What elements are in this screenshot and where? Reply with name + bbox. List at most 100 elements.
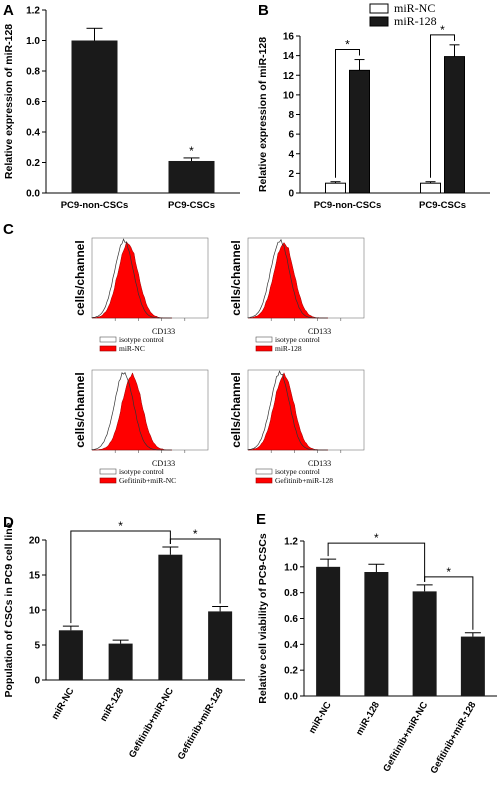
chart-a-category-label: PC9-non-CSCs <box>61 200 129 211</box>
flow-1-legend-swatch-isotype <box>255 336 273 343</box>
chart-b-bar-mir-128 <box>444 56 465 194</box>
chart-e: 0.0 0.2 0.4 0.6 0.8 1.0 1.2 Relative cell viabi… <box>257 531 497 776</box>
chart-e-significance-bracket <box>327 542 426 582</box>
panel-label-d: D <box>3 514 14 531</box>
chart-b-y-tick-label: 6 <box>288 130 294 141</box>
flow-0-legend-label: miR-NC <box>119 344 145 353</box>
flow-1-legend-label: miR-128 <box>275 344 302 353</box>
chart-a-category-label: PC9-CSCs <box>168 200 215 211</box>
flow-3-x-label: CD133 <box>308 459 331 468</box>
chart-d-significance-bracket <box>70 530 171 624</box>
chart-b-significance-star: * <box>345 38 350 52</box>
chart-d-bar <box>158 554 183 680</box>
chart-e-y-tick-label: 0.8 <box>284 588 298 599</box>
chart-e-y-tick-label: 0.2 <box>284 666 298 677</box>
flow-2-legend-label: isotype control <box>119 467 164 476</box>
chart-a-y-tick-label: 0.8 <box>26 67 40 78</box>
panel-label-b: B <box>258 2 269 19</box>
chart-e-bar <box>364 572 389 696</box>
chart-d-significance-star: * <box>193 527 198 541</box>
chart-e-y-tick-label: 1.2 <box>284 537 298 548</box>
flow-0-isotype-histogram <box>91 238 172 319</box>
chart-d-y-tick-label: 15 <box>29 571 41 582</box>
chart-a-significance-star: * <box>189 144 194 158</box>
chart-b-bar-mir-128 <box>349 69 370 194</box>
chart-b-significance-bracket <box>430 34 455 178</box>
chart-a-bar <box>168 160 215 193</box>
chart-d-bar <box>108 643 133 680</box>
flow-1-sample-histogram <box>247 242 328 319</box>
chart-e-y-tick-label: 0.0 <box>284 692 298 703</box>
chart-b-legend-label: miR-NC <box>394 1 435 15</box>
flow-0-legend-swatch-isotype <box>99 336 117 343</box>
chart-d-significance-star: * <box>118 519 123 533</box>
flow-0-sample-histogram <box>91 241 172 319</box>
flow-3-isotype-histogram <box>247 370 328 451</box>
chart-d-category-label: miR-128 <box>98 686 126 724</box>
flow-0-x-label: CD133 <box>152 327 175 336</box>
flow-1-y-label: cells/channel <box>229 240 243 315</box>
chart-b-category-label: PC9-non-CSCs <box>314 200 382 211</box>
chart-b-y-tick-label: 4 <box>288 149 294 160</box>
chart-e-bar <box>412 591 437 696</box>
chart-a-bar <box>71 40 118 193</box>
flow-1-legend-label: isotype control <box>275 335 320 344</box>
flow-3-legend-swatch-isotype <box>255 468 273 475</box>
chart-b-significance-star: * <box>440 23 445 37</box>
chart-e-significance-star: * <box>446 565 451 579</box>
chart-d-bar <box>208 611 233 680</box>
flow-2-x-label: CD133 <box>152 459 175 468</box>
chart-d-category-label: Gefitinib+miR-128 <box>176 686 226 762</box>
flow-3-y-label: cells/channel <box>229 372 243 447</box>
chart-b-y-tick-label: 12 <box>283 71 295 82</box>
chart-e-category-label: miR-NC <box>307 700 334 736</box>
chart-d-y-tick-label: 5 <box>34 641 40 652</box>
flow-2-legend-swatch-isotype <box>99 468 117 475</box>
chart-d-category-label: miR-NC <box>50 686 77 722</box>
chart-a-y-tick-label: 0.4 <box>26 128 40 139</box>
chart-e-bar <box>316 566 341 696</box>
flow-3-legend-label: isotype control <box>275 467 320 476</box>
chart-e-significance-bracket <box>424 576 474 630</box>
flow-2-legend-label: Gefitinib+miR-NC <box>119 476 176 485</box>
chart-b: 0 2 4 6 8 10 12 14 16 Relative expression of miR-… <box>257 1 490 211</box>
flow-1-isotype-histogram <box>247 238 328 319</box>
flow-2-y-label: cells/channel <box>73 372 87 447</box>
flow-3-sample-histogram <box>247 372 328 451</box>
chart-b-legend-swatch <box>369 3 389 14</box>
chart-e-y-axis-label: Relative cell viability of PC9-CSCs <box>257 533 269 704</box>
chart-b-y-axis-label: Relative expression of miR-128 <box>257 37 269 192</box>
chart-b-category-label: PC9-CSCs <box>419 200 466 211</box>
flow-1-legend-swatch-sample <box>255 345 273 352</box>
flow-3-legend-swatch-sample <box>255 477 273 484</box>
chart-e-category-label: miR-128 <box>354 700 382 738</box>
chart-b-y-tick-label: 8 <box>288 110 294 121</box>
chart-a-y-tick-label: 0.6 <box>26 97 40 108</box>
chart-d-category-label: Gefitinib+miR-NC <box>127 686 176 760</box>
flow-2-isotype-histogram <box>91 371 172 451</box>
chart-d-y-tick-label: 10 <box>29 606 41 617</box>
flow-1-x-label: CD133 <box>308 327 331 336</box>
chart-e-significance-star: * <box>374 531 379 545</box>
chart-b-bar-mir-nc <box>420 182 441 194</box>
chart-e-category-label: Gefitinib+miR-128 <box>428 700 478 776</box>
chart-b-legend-label: miR-128 <box>394 14 437 28</box>
flow-0-legend-swatch-sample <box>99 345 117 352</box>
chart-b-y-tick-label: 0 <box>288 189 294 200</box>
panel-label-e: E <box>256 511 266 528</box>
chart-b-y-tick-label: 14 <box>283 51 295 62</box>
chart-e-y-tick-label: 1.0 <box>284 562 298 573</box>
flow-2-legend-swatch-sample <box>99 477 117 484</box>
chart-b-bar-mir-nc <box>325 182 346 194</box>
chart-b-y-tick-label: 10 <box>283 90 295 101</box>
flow-0-y-label: cells/channel <box>73 240 87 315</box>
chart-b-legend-swatch <box>369 16 389 27</box>
chart-a-y-axis-label: Relative expression of miR-128 <box>3 24 15 179</box>
chart-b-significance-bracket <box>335 49 360 178</box>
chart-a: 0.0 0.2 0.4 0.6 0.8 1.0 1.2 Relative expression… <box>3 6 240 211</box>
panel-label-a: A <box>3 2 14 19</box>
